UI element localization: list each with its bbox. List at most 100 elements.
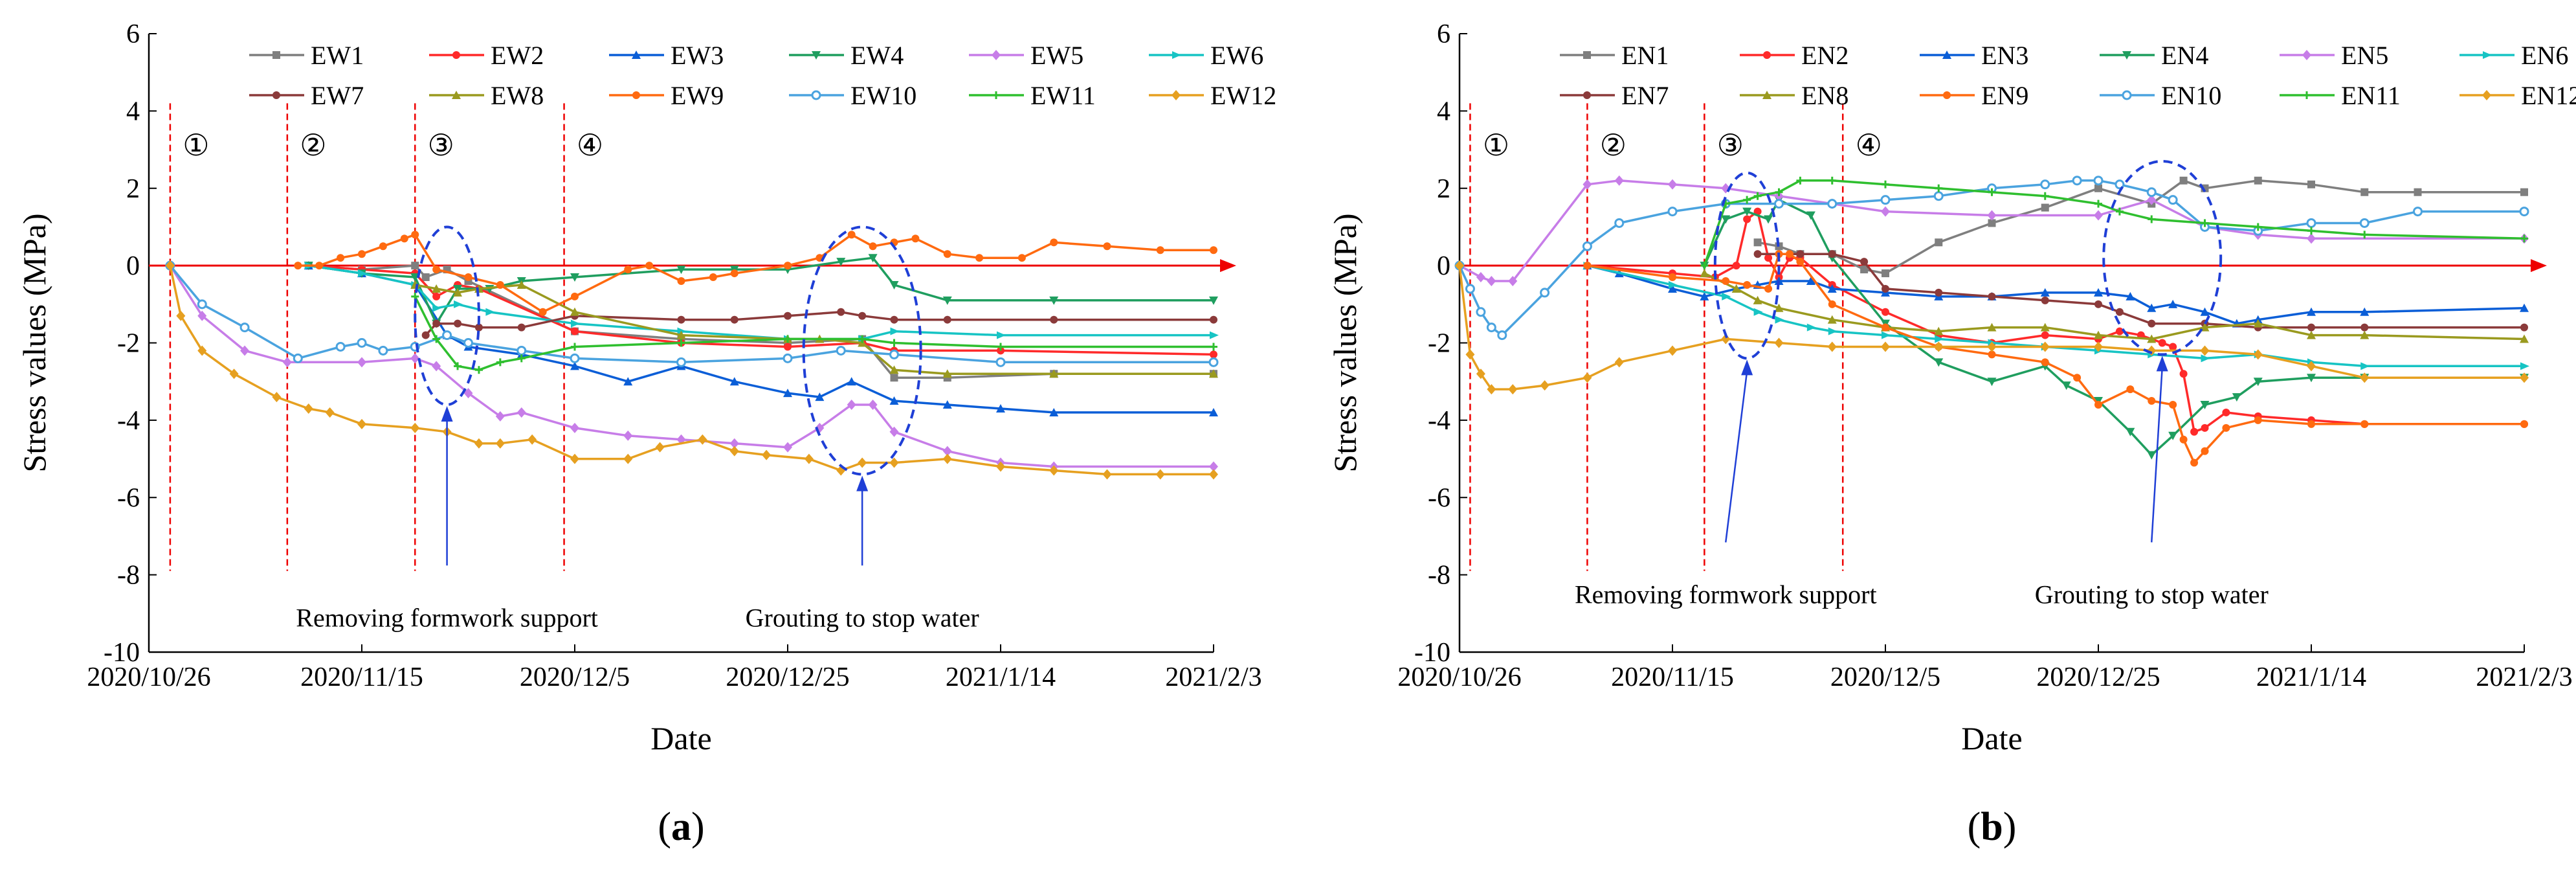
data-point (1785, 250, 1793, 258)
data-point (357, 418, 366, 429)
data-point (2148, 397, 2156, 405)
data-point (495, 411, 505, 422)
data-point (2306, 218, 2316, 228)
data-point (709, 273, 717, 282)
legend-label: EN7 (1621, 81, 1669, 110)
data-point (804, 453, 814, 464)
data-point (2201, 354, 2210, 363)
data-point (337, 254, 345, 262)
data-point (2307, 323, 2315, 332)
data-point (432, 304, 442, 312)
data-point (1508, 384, 1518, 395)
data-point (1775, 315, 1784, 324)
y-tick-label: -8 (117, 561, 140, 591)
x-tick-label: 2021/2/3 (2476, 662, 2572, 692)
legend-label: EN9 (1981, 81, 2028, 110)
legend-swatch-marker (2122, 51, 2131, 60)
data-point (847, 400, 856, 410)
data-point (410, 422, 420, 433)
data-point (1497, 330, 1507, 341)
data-point (889, 280, 899, 289)
annotation-arrowhead (441, 406, 453, 422)
data-point (1774, 337, 1784, 348)
data-point (655, 442, 665, 453)
data-point (1882, 284, 1889, 293)
data-point (2307, 361, 2316, 372)
data-point (517, 323, 526, 332)
annotation-arrowhead (1741, 359, 1753, 376)
legend-entry: EN4 (2100, 41, 2208, 70)
data-point (2148, 319, 2156, 328)
data-point (1209, 407, 1218, 416)
data-point (2115, 308, 2124, 316)
legend-swatch-marker (1172, 51, 1181, 59)
x-axis-title: Date (650, 720, 711, 756)
data-point (1881, 341, 1890, 352)
data-point (729, 438, 739, 449)
data-point (869, 242, 877, 251)
data-point (325, 407, 335, 418)
data-point (623, 430, 633, 441)
legend-swatch-marker (452, 51, 460, 59)
data-point (2201, 424, 2209, 432)
data-point (1049, 465, 1059, 476)
data-point (432, 335, 441, 343)
data-point (2146, 187, 2157, 198)
data-point (2179, 370, 2188, 378)
legend-swatch-marker (452, 91, 461, 99)
data-point (2360, 372, 2370, 383)
legend-entry: EW11 (969, 81, 1096, 110)
data-point (1208, 357, 1219, 367)
data-point (1732, 262, 1740, 270)
data-point (2307, 420, 2315, 428)
data-point (2041, 358, 2049, 367)
data-point (453, 288, 463, 297)
legend-entry: EN10 (2100, 81, 2221, 110)
data-point (570, 453, 579, 464)
legend-entry: EN7 (1560, 81, 1669, 110)
annotation-ellipse (802, 225, 922, 476)
series-line-en1 (1757, 179, 2524, 275)
data-point (676, 330, 686, 339)
data-point (1743, 280, 1751, 289)
stage-label: ① (1483, 129, 1509, 162)
data-point (358, 250, 366, 258)
data-point (2041, 192, 2049, 200)
data-point (1988, 292, 1996, 300)
data-point (2147, 334, 2157, 343)
data-point (570, 353, 580, 363)
stage-label: ④ (1856, 129, 1882, 162)
y-axis-title: Stress values (MPa) (1327, 214, 1363, 473)
data-point (1210, 331, 1219, 339)
data-point (2169, 343, 2177, 351)
data-point (889, 349, 899, 359)
series-ew6 (304, 262, 1219, 343)
annotation-label: Grouting to stop water (2035, 580, 2269, 609)
data-point (890, 315, 898, 324)
data-point (1476, 307, 1486, 317)
data-point (2041, 203, 2049, 212)
data-point (1476, 272, 1485, 283)
legend-entry: EW2 (429, 41, 544, 70)
chart-panel-b: -10 -8 -6 -4 -2 0 2 4 6 2020/10/26 2020/11/15 2020/… (1327, 19, 2576, 849)
data-point (2073, 374, 2082, 382)
panel-label: (b) (1968, 805, 2017, 849)
legend-entry: EN3 (1920, 41, 2028, 70)
series-ew12 (165, 260, 1218, 480)
data-point (2168, 195, 2178, 205)
legend-swatch-marker (2303, 91, 2311, 99)
legend-entry: EW5 (969, 41, 1083, 70)
data-point (1209, 461, 1218, 472)
data-point (997, 331, 1006, 339)
data-point (1700, 291, 1709, 300)
data-point (516, 407, 526, 418)
annotation: Removing formwork support (296, 225, 598, 632)
data-point (1806, 323, 1816, 332)
data-point (1721, 334, 1731, 345)
y-tick-label: 6 (1437, 19, 1450, 49)
data-point (2200, 307, 2210, 316)
y-tick-label: 4 (126, 96, 140, 126)
x-tick-label: 2020/12/25 (2036, 662, 2160, 692)
data-point (464, 273, 472, 282)
